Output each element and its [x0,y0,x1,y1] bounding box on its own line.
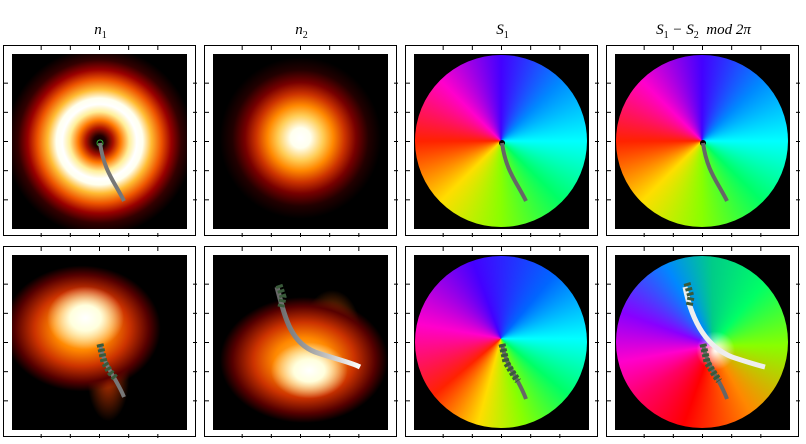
trajectory [406,46,599,237]
title-subscript: 2 [693,30,699,41]
title-subscript: 1 [663,30,669,41]
density-map [12,255,187,430]
panel [405,246,599,438]
trajectory [4,247,197,438]
overlay [205,46,398,237]
title-text: S [496,22,504,38]
column-title: S1 − S2 mod 2π [606,22,801,41]
title-text: n [295,22,303,38]
trajectory [607,46,800,237]
column-title: n2 [204,22,399,41]
column-title: n1 [3,22,198,41]
column-title: S1 [405,22,600,41]
panel [3,246,197,438]
density-map [213,54,388,229]
title-text: mod 2π [698,22,751,38]
title-text: − S [668,22,694,38]
title-subscript: 1 [101,30,107,41]
panel [204,246,398,438]
density-map [12,54,187,229]
trajectory [406,247,599,438]
title-text: S [656,22,664,38]
panel [3,45,197,237]
panel [606,45,800,237]
phase-map [414,255,589,430]
phase-map [615,255,790,430]
title-text: n [94,22,102,38]
panel [204,45,398,237]
panel [606,246,800,438]
trajectory [205,247,398,438]
panel [405,45,599,237]
trajectory [607,247,800,438]
trajectory [4,46,197,237]
title-subscript: 1 [503,30,509,41]
title-subscript: 2 [302,30,308,41]
